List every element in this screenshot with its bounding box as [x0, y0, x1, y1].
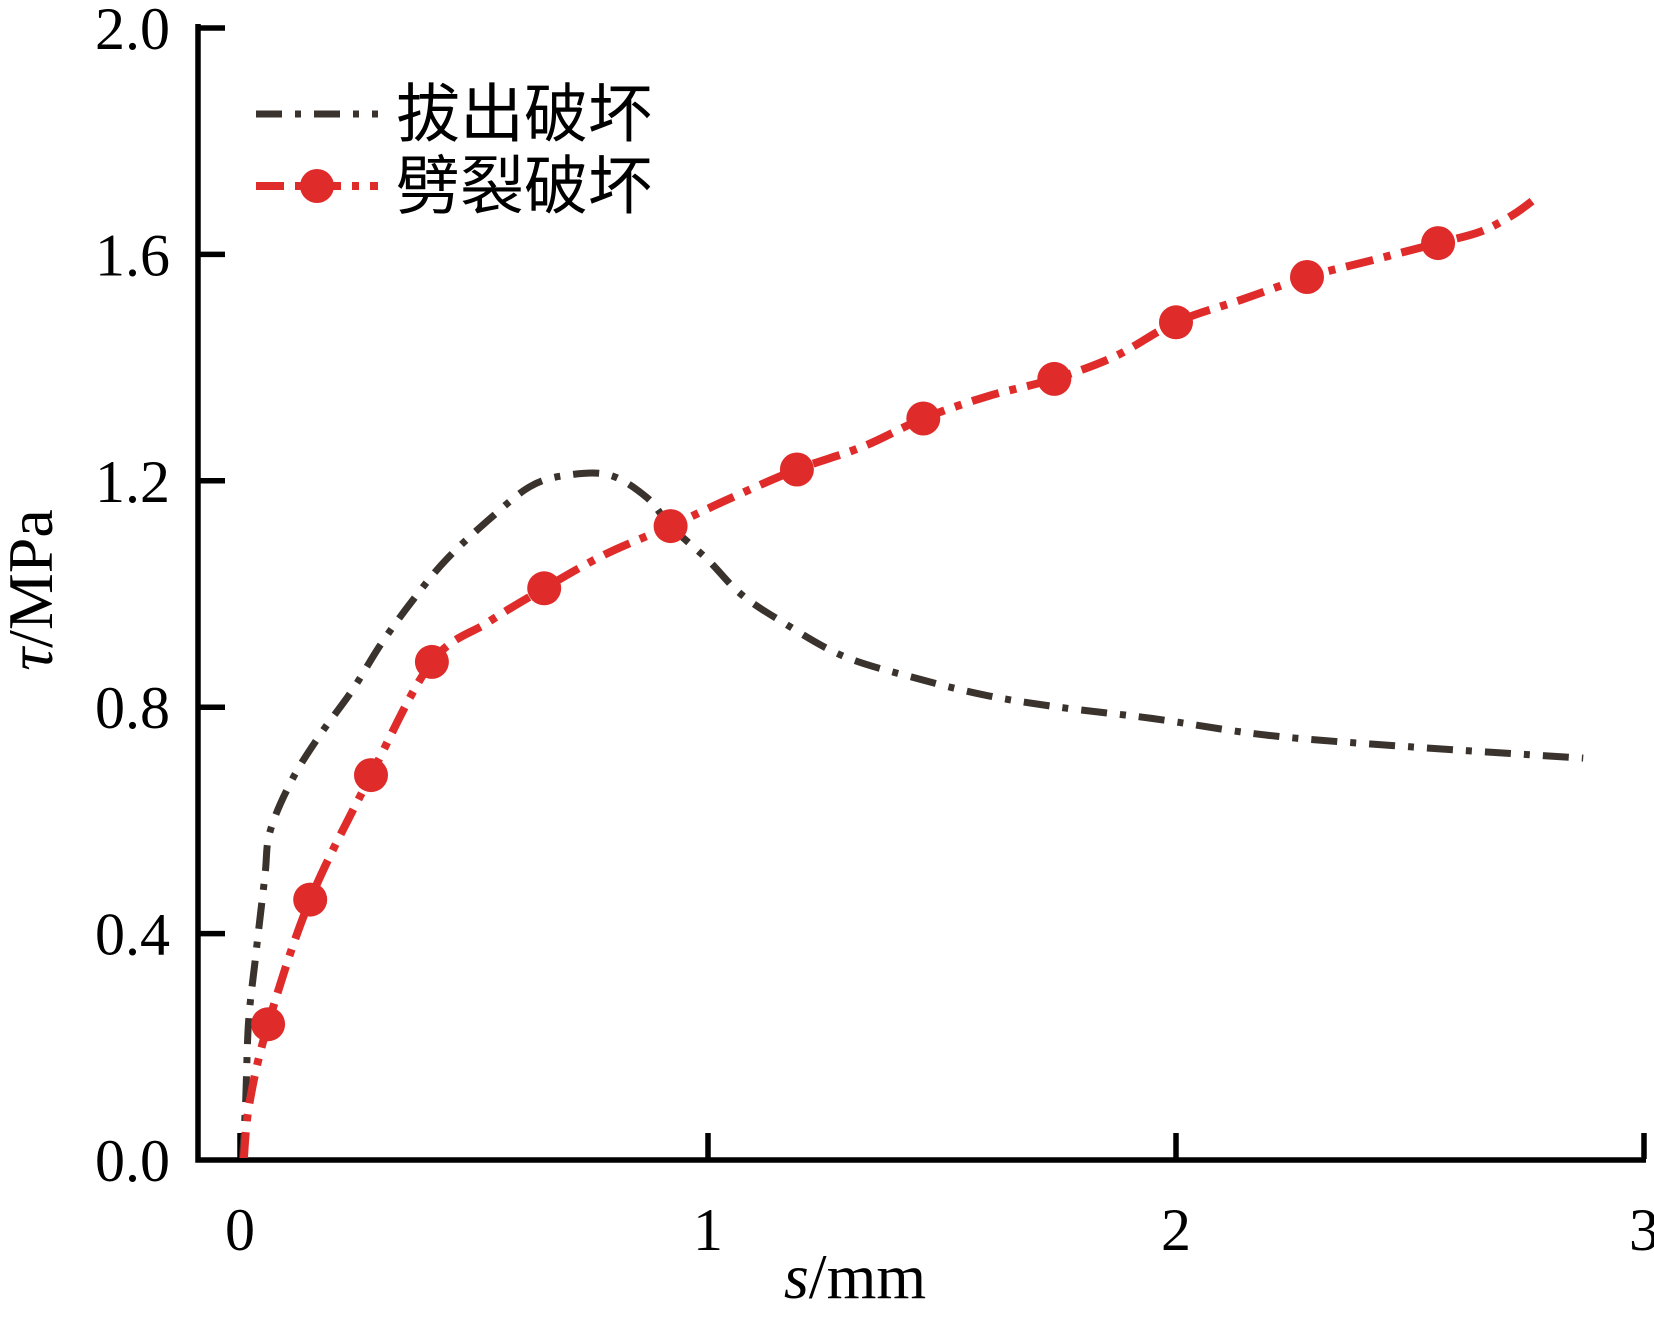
- series-splitting-marker: [527, 571, 562, 606]
- series-splitting-marker: [1421, 226, 1456, 261]
- y-tick-label: 1.6: [95, 222, 170, 288]
- series-group: [238, 194, 1584, 1158]
- series-splitting-marker: [414, 644, 449, 679]
- series-splitting-line: [239, 194, 1539, 1158]
- series-splitting-marker: [293, 882, 328, 917]
- x-tick-label: 1: [693, 1197, 723, 1263]
- x-axis-title: s/mm: [784, 1241, 926, 1312]
- x-tick-label: 3: [1629, 1197, 1654, 1263]
- series-splitting-marker: [653, 509, 688, 544]
- series-pullout-line: [238, 469, 1584, 1158]
- y-tick-label: 0.8: [95, 675, 170, 741]
- y-tick-label: 0.0: [95, 1128, 170, 1194]
- x-tick-label: 2: [1161, 1197, 1191, 1263]
- series-splitting-marker: [906, 401, 941, 436]
- legend-item-label: 拔出破坏: [396, 79, 652, 150]
- series-splitting-marker: [1037, 361, 1072, 396]
- series-splitting-marker: [779, 452, 814, 487]
- legend-splitting-marker-sample: [300, 169, 334, 203]
- series-splitting-marker: [251, 1007, 286, 1042]
- y-tick-label: 1.2: [95, 449, 170, 515]
- y-axis-title: τ/MPa: [0, 509, 66, 671]
- legend-item-label: 劈裂破坏: [396, 151, 652, 222]
- y-tick-label: 2.0: [95, 0, 170, 62]
- series-splitting-marker: [354, 758, 388, 793]
- series-splitting-marker: [1159, 305, 1193, 340]
- series-splitting-marker: [1290, 260, 1324, 294]
- x-tick-label: 0: [225, 1197, 255, 1263]
- axis-spines: [195, 24, 1646, 1163]
- y-tick-label: 0.4: [95, 902, 170, 968]
